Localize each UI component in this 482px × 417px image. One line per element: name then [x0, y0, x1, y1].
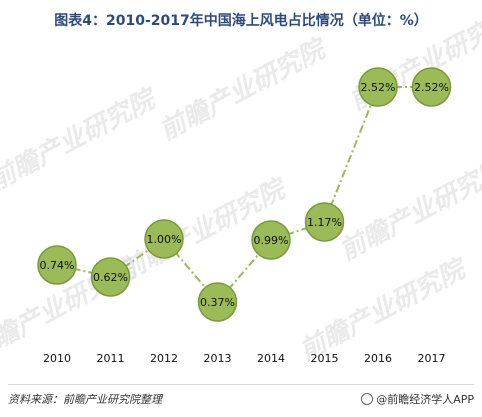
credit-note: @前瞻经济学人APP — [361, 391, 474, 407]
x-axis-ticks: 2010 2011 2012 2013 2014 2015 2016 2017 — [43, 352, 446, 365]
series-line-segment — [270, 221, 325, 241]
data-label-2011: 0.62% — [93, 271, 128, 284]
data-point-2010 — [37, 245, 77, 285]
data-point-2014 — [251, 220, 291, 260]
marker-layer: 0.74% 0.62% 1.00% 0.37% 0.99% 1.17% 2.52% 2.52% — [37, 67, 452, 322]
series-line-segment — [323, 86, 379, 223]
footer-divider — [8, 384, 474, 385]
data-point-2012 — [144, 219, 184, 259]
source-note: 资料来源：前瞻产业研究院整理 — [8, 393, 162, 406]
series-line-segment — [56, 264, 111, 278]
data-point-2013 — [197, 282, 238, 322]
data-label-2015: 1.17% — [307, 216, 342, 229]
logo-icon — [361, 393, 374, 405]
chart-title: 图表4：2010-2017年中国海上风电占比情况（单位：%） — [54, 13, 428, 29]
credit-text: @前瞻经济学人APP — [376, 393, 474, 406]
data-label-2013: 0.37% — [200, 296, 235, 309]
data-point-2015 — [304, 202, 345, 242]
x-tick-label-2014: 2014 — [257, 352, 285, 365]
x-tick-label-2017: 2017 — [418, 352, 446, 365]
x-tick-label-2010: 2010 — [43, 352, 71, 365]
data-label-2012: 1.00% — [147, 233, 182, 246]
x-tick-label-2013: 2013 — [204, 352, 232, 365]
data-label-2017: 2.52% — [414, 81, 449, 94]
data-point-2016 — [358, 67, 398, 107]
x-tick-label-2011: 2011 — [97, 352, 125, 365]
data-point-2017 — [411, 67, 452, 107]
data-label-2014: 0.99% — [254, 234, 289, 247]
data-label-2010: 0.74% — [40, 259, 75, 272]
x-tick-label-2016: 2016 — [364, 352, 392, 365]
data-label-2016: 2.52% — [361, 81, 396, 94]
data-point-2011 — [90, 257, 131, 297]
x-tick-label-2015: 2015 — [311, 352, 339, 365]
x-tick-label-2012: 2012 — [150, 352, 178, 365]
